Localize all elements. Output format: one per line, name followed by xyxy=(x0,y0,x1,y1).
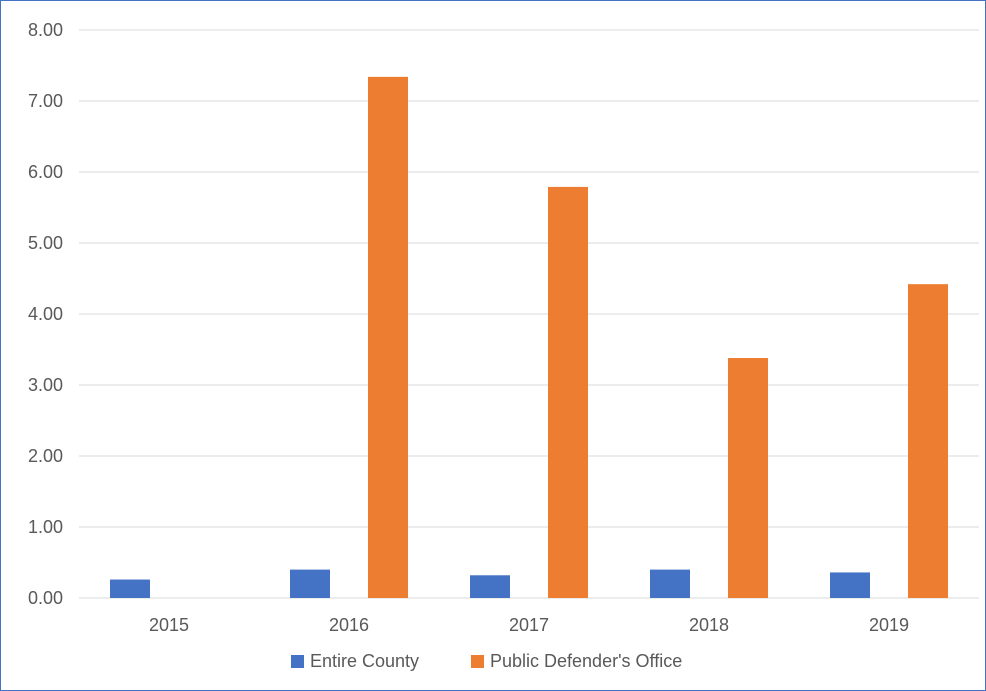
y-tick-label: 0.00 xyxy=(28,588,63,608)
y-tick-label: 5.00 xyxy=(28,233,63,253)
legend-swatch xyxy=(291,655,304,668)
bar-public-defender-s-office-2019 xyxy=(908,284,948,598)
y-tick-label: 8.00 xyxy=(28,20,63,40)
x-tick-label: 2016 xyxy=(329,615,369,635)
bars xyxy=(110,76,948,599)
bar-entire-county-2015 xyxy=(110,579,150,598)
y-axis-tick-labels: 0.00 1.00 2.00 3.00 4.00 5.00 6.00 7.00 8.00 xyxy=(28,20,63,608)
legend[interactable]: Entire County Public Defender's Office xyxy=(291,651,682,671)
x-tick-label: 2017 xyxy=(509,615,549,635)
bar-entire-county-2017 xyxy=(470,575,510,598)
y-tick-label: 3.00 xyxy=(28,375,63,395)
bar-public-defender-s-office-2016 xyxy=(368,76,408,599)
bar-public-defender-s-office-2018 xyxy=(728,358,768,598)
legend-label[interactable]: Entire County xyxy=(310,651,419,671)
y-tick-label: 7.00 xyxy=(28,91,63,111)
x-tick-label: 2019 xyxy=(869,615,909,635)
legend-swatch xyxy=(471,655,484,668)
y-tick-label: 1.00 xyxy=(28,517,63,537)
bar-entire-county-2016 xyxy=(290,569,330,598)
gridlines xyxy=(79,29,979,599)
bar-public-defender-s-office-2017 xyxy=(548,186,588,598)
x-axis-tick-labels: 2015 2016 2017 2018 2019 xyxy=(149,615,909,635)
legend-label[interactable]: Public Defender's Office xyxy=(490,651,682,671)
x-tick-label: 2018 xyxy=(689,615,729,635)
x-tick-label: 2015 xyxy=(149,615,189,635)
bar-entire-county-2018 xyxy=(650,569,690,598)
y-tick-label: 4.00 xyxy=(28,304,63,324)
bar-entire-county-2019 xyxy=(830,572,870,598)
y-tick-label: 2.00 xyxy=(28,446,63,466)
y-tick-label: 6.00 xyxy=(28,162,63,182)
